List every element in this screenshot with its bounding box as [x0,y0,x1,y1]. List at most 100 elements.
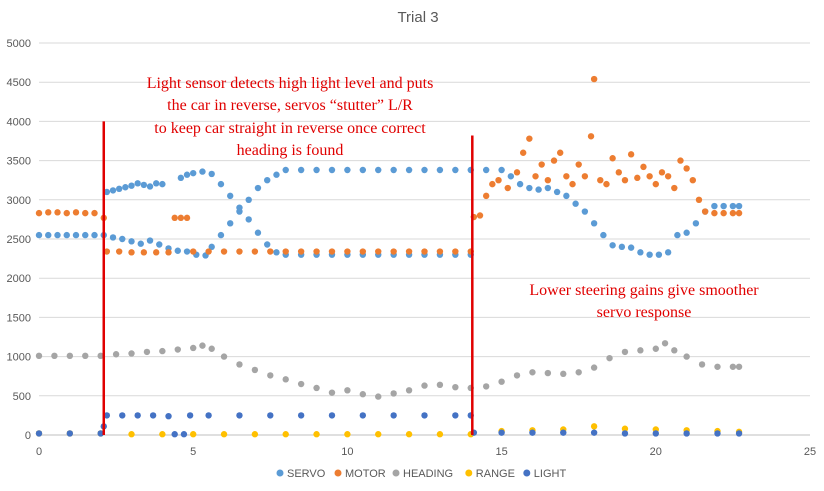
data-point [328,166,336,174]
y-tick-label: 1000 [7,352,31,364]
data-point [735,430,743,437]
data-point [208,170,215,178]
y-tick-label: 5000 [7,38,31,50]
data-point [72,209,80,216]
data-point [122,184,129,191]
data-point [482,192,490,200]
data-point [313,431,320,438]
data-point [711,209,718,217]
data-point [109,187,117,194]
data-point [220,248,228,255]
data-point [689,177,697,184]
data-point [590,423,598,430]
data-point [421,248,428,255]
data-point [140,181,148,189]
data-point [652,430,659,437]
data-point [714,430,721,437]
data-point [45,231,52,239]
data-point [482,166,490,174]
data-point [297,380,305,388]
data-point [82,231,89,239]
data-point [637,249,644,256]
data-point [313,384,320,392]
data-point [375,248,382,255]
data-point [146,237,154,244]
data-point [513,169,521,176]
data-point [251,248,259,255]
data-point [538,161,545,168]
y-tick-label: 3500 [7,156,31,168]
data-point [590,364,598,371]
data-point [236,208,243,215]
data-point [359,248,367,255]
data-point [159,180,166,188]
data-point [313,248,320,255]
data-point [220,431,228,438]
data-point [581,173,589,180]
data-point [165,412,172,420]
data-point [683,430,690,437]
data-point [267,372,274,379]
legend-marker [334,469,342,477]
data-point [183,248,191,255]
data-point [297,248,305,255]
annotation-reverse: Light sensor detects high light level an… [147,75,434,159]
annotation-steering: Lower steering gains give smoother servo… [529,282,759,321]
data-point [359,391,367,398]
data-point [621,348,629,356]
data-point [183,214,191,222]
data-point [729,209,737,217]
data-point [82,352,89,360]
data-point [344,166,351,174]
data-point [205,412,212,419]
data-point [683,229,690,236]
data-point [634,174,641,182]
data-point [63,231,70,239]
data-point [156,241,163,248]
data-point [236,412,243,419]
data-point [134,180,141,187]
y-tick-label: 1500 [7,312,31,324]
y-tick-label: 4000 [7,116,31,128]
data-point [328,412,336,419]
data-point [190,169,197,177]
x-tick-label: 15 [495,446,507,458]
data-point [421,166,428,174]
data-point [544,184,552,192]
data-point [516,180,524,188]
data-point [581,208,589,215]
data-point [513,372,521,379]
data-point [390,412,397,419]
data-point [729,202,737,210]
data-point [254,184,262,192]
data-point [621,177,629,184]
annotation-line: to keep car straight in reverse once cor… [154,120,426,137]
data-point [313,166,320,174]
data-point [183,171,191,178]
data-point [190,248,197,255]
data-point [152,180,160,187]
data-point [54,209,61,216]
data-point [452,412,459,419]
data-point [618,243,626,251]
data-point [199,168,206,175]
legend-marker [392,469,400,477]
data-point [297,412,305,419]
data-point [550,157,558,164]
data-point [498,429,505,436]
x-tick-label: 25 [804,446,816,458]
data-point [661,340,669,347]
data-point [695,196,703,203]
data-point [482,383,490,390]
data-point [328,248,336,255]
data-point [159,431,166,438]
data-point [328,389,336,396]
data-point [714,363,721,370]
data-point [190,431,197,438]
x-tick-label: 0 [36,446,42,458]
data-point [507,173,515,180]
data-point [208,345,215,352]
data-point [575,369,582,376]
annotation-line: the car in reverse, servos “stutter” L/R [167,97,413,114]
y-tick-label: 2000 [7,273,31,285]
